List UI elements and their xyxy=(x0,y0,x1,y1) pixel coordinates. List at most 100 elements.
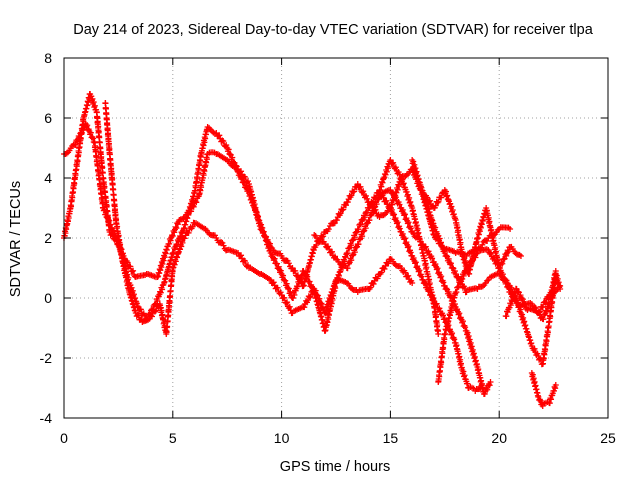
data-point xyxy=(539,304,546,311)
data-point xyxy=(307,293,314,300)
data-point xyxy=(490,254,497,261)
data-point xyxy=(342,202,349,209)
grid-lines xyxy=(64,58,608,418)
data-point xyxy=(381,265,388,272)
data-point xyxy=(504,283,511,290)
data-point xyxy=(426,197,433,204)
data-point xyxy=(173,225,180,232)
data-point xyxy=(101,206,108,213)
data-point xyxy=(355,241,362,248)
data-point xyxy=(544,305,551,312)
data-point xyxy=(324,319,331,326)
data-point xyxy=(285,285,292,292)
data-point xyxy=(283,280,290,287)
data-point xyxy=(130,267,137,274)
data-point xyxy=(102,209,109,216)
data-point xyxy=(447,309,454,316)
y-tick-label: 4 xyxy=(44,170,52,186)
data-point xyxy=(167,237,174,244)
data-point xyxy=(378,269,385,276)
data-point xyxy=(318,300,325,307)
series-sat-i xyxy=(528,370,559,409)
data-point xyxy=(323,306,330,313)
data-point xyxy=(374,275,381,282)
data-point xyxy=(403,215,410,222)
data-point xyxy=(329,248,336,255)
y-tick-label: -2 xyxy=(40,350,53,366)
data-point xyxy=(285,260,292,267)
data-point xyxy=(418,273,425,280)
data-point xyxy=(264,236,271,243)
data-point xyxy=(466,336,473,343)
data-point xyxy=(387,157,394,163)
data-point xyxy=(363,195,370,202)
x-tick-label: 5 xyxy=(169,430,177,446)
data-point xyxy=(355,226,362,233)
data-point xyxy=(557,283,564,289)
data-point xyxy=(390,189,397,196)
data-point xyxy=(519,296,526,303)
data-point xyxy=(423,194,430,201)
data-point xyxy=(410,254,417,261)
data-point xyxy=(64,218,71,225)
data-point xyxy=(349,252,356,259)
data-point xyxy=(477,384,484,391)
data-point xyxy=(499,271,506,278)
data-point xyxy=(367,284,374,291)
data-point xyxy=(550,280,557,287)
data-point xyxy=(427,291,434,298)
data-point xyxy=(396,201,403,208)
data-point xyxy=(434,265,441,272)
data-point xyxy=(325,316,332,323)
data-point xyxy=(425,248,432,255)
data-point xyxy=(325,226,332,233)
data-point xyxy=(542,299,549,306)
data-point xyxy=(407,249,414,256)
data-point xyxy=(389,160,396,167)
data-point xyxy=(456,310,463,317)
data-point xyxy=(137,306,144,313)
data-point xyxy=(456,353,463,360)
data-point xyxy=(201,139,208,146)
data-point xyxy=(439,312,446,319)
data-point xyxy=(185,229,192,236)
data-point xyxy=(448,260,455,267)
data-point xyxy=(469,257,476,264)
data-point xyxy=(392,164,399,171)
data-point xyxy=(448,203,455,210)
data-point xyxy=(488,226,495,233)
data-point xyxy=(462,324,469,331)
data-point xyxy=(149,313,156,320)
data-point xyxy=(383,197,390,204)
data-point xyxy=(134,311,141,318)
data-point xyxy=(110,227,117,234)
data-point xyxy=(420,241,427,247)
data-point xyxy=(478,377,485,384)
data-point xyxy=(391,211,398,218)
data-point xyxy=(396,225,403,232)
data-point xyxy=(277,289,284,296)
data-point xyxy=(421,244,428,251)
data-point xyxy=(171,229,178,236)
data-point xyxy=(107,221,114,228)
data-point xyxy=(517,292,524,299)
y-tick-label: 0 xyxy=(44,290,52,306)
data-point xyxy=(487,379,494,385)
data-point xyxy=(484,386,491,393)
data-point xyxy=(244,178,251,185)
data-point xyxy=(151,308,158,315)
data-point xyxy=(99,199,106,206)
data-point xyxy=(405,272,412,279)
data-point xyxy=(331,220,338,227)
data-point xyxy=(178,243,185,250)
x-tick-label: 0 xyxy=(60,430,68,446)
data-point xyxy=(169,233,176,240)
data-point xyxy=(449,330,456,337)
data-point xyxy=(443,252,450,259)
data-point xyxy=(158,307,165,314)
data-point xyxy=(89,95,96,102)
data-point xyxy=(373,201,380,208)
data-point xyxy=(399,206,406,213)
x-tick-label: 10 xyxy=(274,430,290,446)
data-point xyxy=(242,173,249,180)
